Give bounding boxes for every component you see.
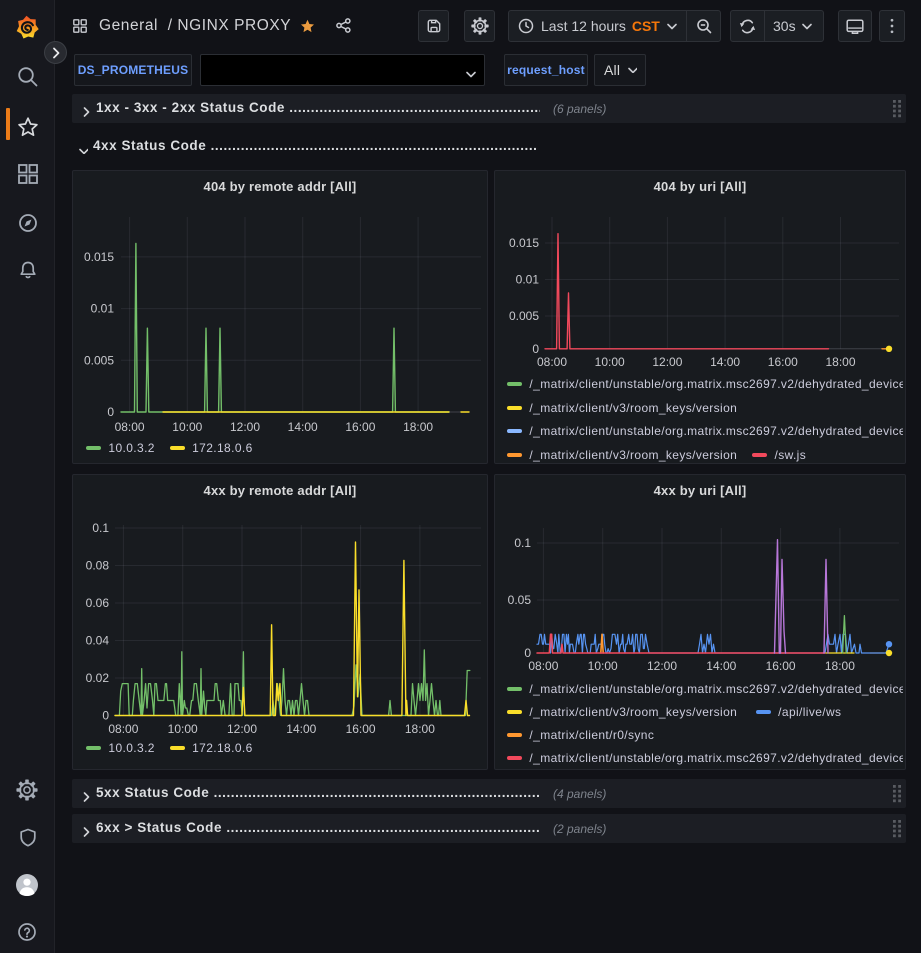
svg-text:0: 0	[102, 709, 109, 723]
svg-text:0.05: 0.05	[508, 593, 532, 607]
svg-text:18:00: 18:00	[405, 722, 435, 736]
svg-text:12:00: 12:00	[652, 355, 682, 369]
svg-text:0: 0	[532, 342, 539, 356]
svg-text:0.005: 0.005	[509, 309, 539, 323]
svg-text:14:00: 14:00	[286, 722, 316, 736]
svg-text:0.02: 0.02	[86, 671, 110, 685]
svg-text:10:00: 10:00	[588, 659, 618, 673]
svg-text:18:00: 18:00	[825, 659, 855, 673]
svg-text:0: 0	[107, 405, 114, 419]
svg-text:0.1: 0.1	[514, 536, 531, 550]
svg-text:08:00: 08:00	[528, 659, 558, 673]
svg-text:0.04: 0.04	[86, 634, 110, 648]
svg-text:0.08: 0.08	[86, 559, 110, 573]
svg-text:16:00: 16:00	[346, 722, 376, 736]
svg-text:0: 0	[524, 646, 531, 660]
svg-text:18:00: 18:00	[403, 420, 433, 434]
svg-text:10:00: 10:00	[595, 355, 625, 369]
svg-text:16:00: 16:00	[766, 659, 796, 673]
svg-text:16:00: 16:00	[345, 420, 375, 434]
svg-text:0.015: 0.015	[509, 236, 539, 250]
svg-text:0.015: 0.015	[84, 250, 114, 264]
svg-text:0.005: 0.005	[84, 353, 114, 367]
svg-text:0.1: 0.1	[92, 521, 109, 535]
svg-text:12:00: 12:00	[647, 659, 677, 673]
svg-text:10:00: 10:00	[168, 722, 198, 736]
svg-text:0.01: 0.01	[516, 273, 540, 287]
svg-text:12:00: 12:00	[227, 722, 257, 736]
svg-text:10:00: 10:00	[172, 420, 202, 434]
svg-text:12:00: 12:00	[230, 420, 260, 434]
svg-text:16:00: 16:00	[768, 355, 798, 369]
svg-text:0.06: 0.06	[86, 596, 110, 610]
svg-text:14:00: 14:00	[706, 659, 736, 673]
svg-text:0.01: 0.01	[91, 302, 115, 316]
svg-text:08:00: 08:00	[115, 420, 145, 434]
svg-text:18:00: 18:00	[825, 355, 855, 369]
svg-text:14:00: 14:00	[288, 420, 318, 434]
svg-text:08:00: 08:00	[108, 722, 138, 736]
svg-text:14:00: 14:00	[710, 355, 740, 369]
svg-text:08:00: 08:00	[537, 355, 567, 369]
